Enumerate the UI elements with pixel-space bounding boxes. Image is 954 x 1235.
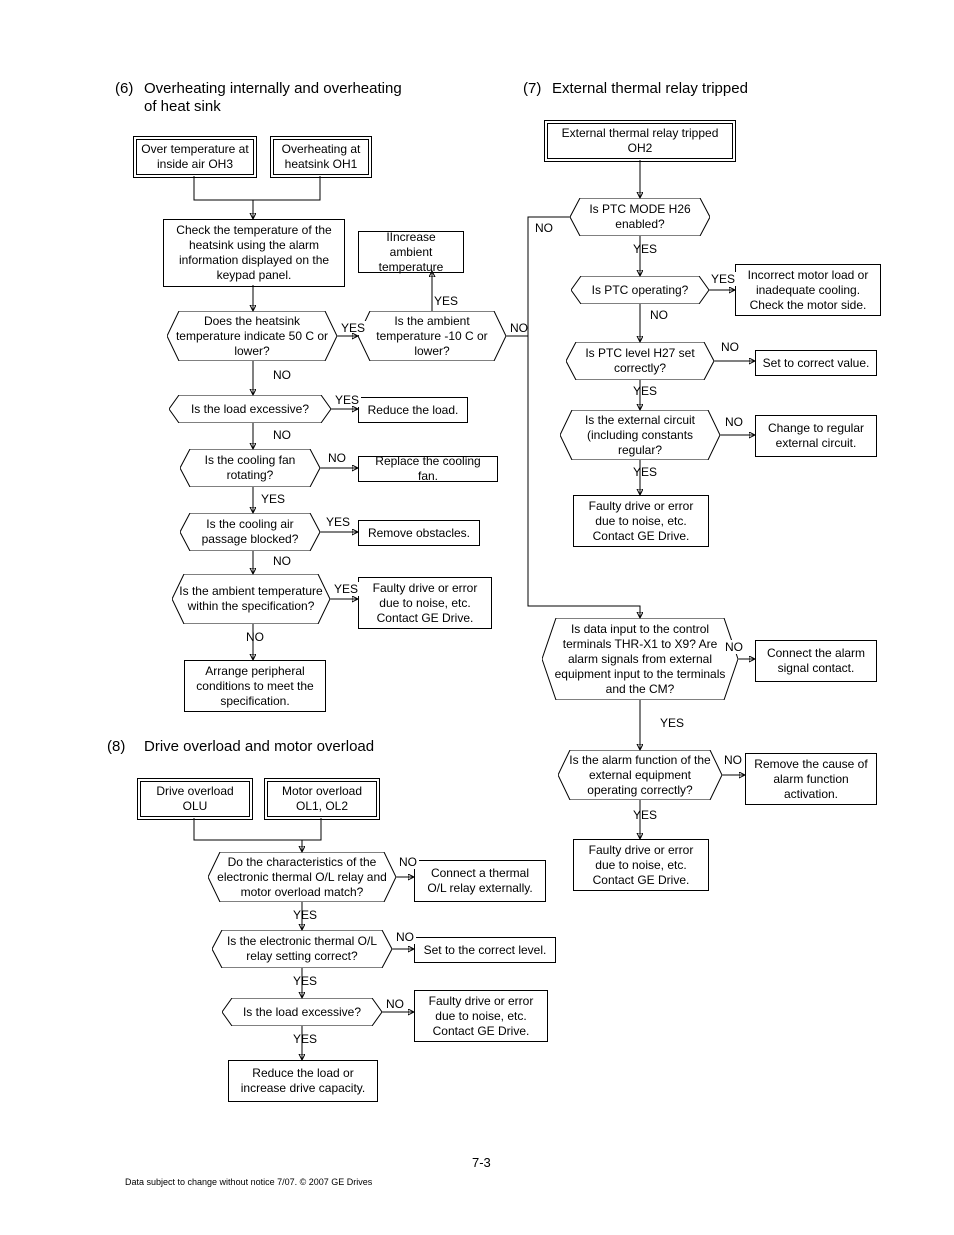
- page: (6) Overheating internally and overheati…: [0, 0, 954, 1235]
- h6-line1: Overheating internally and overheating: [144, 80, 402, 97]
- label-yes: YES: [432, 294, 460, 308]
- dec-cooling-fan: Is the cooling fan rotating?: [180, 449, 320, 487]
- label-yes: YES: [291, 974, 319, 988]
- label-no: NO: [271, 554, 293, 568]
- dec-load-excessive-8: Is the load excessive?: [222, 998, 382, 1026]
- label-no: NO: [394, 930, 416, 944]
- label-yes: YES: [324, 515, 352, 529]
- dec-alarm-function: Is the alarm function of the external eq…: [558, 750, 722, 800]
- proc-arrange-peripheral: Arrange peripheral conditions to meet th…: [184, 660, 326, 712]
- start-ol1-ol2: Motor overload OL1, OL2: [264, 778, 380, 820]
- dec-air-blocked: Is the cooling air passage blocked?: [180, 513, 320, 551]
- proc-reduce-or-increase: Reduce the load or increase drive capaci…: [228, 1060, 378, 1102]
- dec-ol-setting: Is the electronic thermal O/L relay sett…: [212, 930, 392, 968]
- dec-ambient-neg10: Is the ambient temperature -10 C or lowe…: [358, 311, 506, 361]
- h6-num: (6): [115, 80, 133, 97]
- start-oh1: Overheating at heatsink OH1: [270, 136, 372, 178]
- start-olu: Drive overload OLU: [137, 778, 253, 820]
- proc-replace-fan: Replace the cooling fan.: [358, 456, 498, 482]
- dec-ambient-spec: Is the ambient temperature within the sp…: [172, 574, 330, 624]
- label-no: NO: [397, 855, 419, 869]
- page-number: 7-3: [472, 1155, 491, 1170]
- proc-remove-obstacles: Remove obstacles.: [358, 520, 480, 546]
- proc-fault-8: Faulty drive or error due to noise, etc.…: [414, 990, 548, 1042]
- label-yes: YES: [709, 272, 737, 286]
- label-no: NO: [271, 428, 293, 442]
- dec-h27-correct: Is PTC level H27 set correctly?: [566, 342, 714, 380]
- label-no: NO: [719, 340, 741, 354]
- label-yes: YES: [631, 242, 659, 256]
- proc-incorrect-motor: Incorrect motor load or inadequate cooli…: [735, 264, 881, 316]
- proc-set-correct-value: Set to correct value.: [755, 350, 877, 376]
- proc-fault-7a: Faulty drive or error due to noise, etc.…: [573, 495, 709, 547]
- label-yes: YES: [291, 908, 319, 922]
- label-yes: YES: [631, 808, 659, 822]
- label-no: NO: [271, 368, 293, 382]
- label-no: NO: [648, 308, 670, 322]
- label-no: NO: [533, 221, 555, 235]
- h7-num: (7): [523, 80, 541, 97]
- label-yes: YES: [333, 393, 361, 407]
- footer-text: Data subject to change without notice 7/…: [125, 1177, 372, 1187]
- label-yes: YES: [332, 582, 360, 596]
- label-no: NO: [244, 630, 266, 644]
- label-yes: YES: [631, 465, 659, 479]
- dec-ol-characteristics: Do the characteristics of the electronic…: [208, 852, 396, 902]
- h6-line2: of heat sink: [144, 98, 221, 115]
- dec-ptc-h26: Is PTC MODE H26 enabled?: [570, 198, 710, 236]
- start-oh3: Over temperature at inside air OH3: [133, 136, 257, 178]
- h7-line1: External thermal relay tripped: [552, 80, 748, 97]
- dec-thr-x1-x9: Is data input to the control terminals T…: [542, 618, 738, 700]
- label-no: NO: [384, 997, 406, 1011]
- label-yes: YES: [259, 492, 287, 506]
- proc-reduce-load: Reduce the load.: [358, 397, 468, 423]
- dec-heatsink-50c: Does the heatsink temperature indicate 5…: [167, 311, 337, 361]
- dec-external-circuit: Is the external circuit (including const…: [560, 410, 720, 460]
- dec-load-excessive: Is the load excessive?: [169, 395, 331, 423]
- proc-fault-7b: Faulty drive or error due to noise, etc.…: [573, 839, 709, 891]
- label-yes: YES: [658, 716, 686, 730]
- proc-change-regular: Change to regular external circuit.: [755, 415, 877, 457]
- label-no: NO: [722, 753, 744, 767]
- proc-connect-relay: Connect a thermal O/L relay externally.: [414, 860, 546, 902]
- label-yes: YES: [631, 384, 659, 398]
- label-no: NO: [326, 451, 348, 465]
- proc-remove-cause: Remove the cause of alarm function activ…: [745, 753, 877, 805]
- dec-ptc-operating: Is PTC operating?: [571, 276, 709, 304]
- label-yes: YES: [291, 1032, 319, 1046]
- label-no: NO: [508, 321, 530, 335]
- proc-check-heatsink: Check the temperature of the heatsink us…: [163, 219, 345, 287]
- h8-line1: Drive overload and motor overload: [144, 738, 374, 755]
- proc-increase-ambient: IIncrease ambient temperature: [358, 231, 464, 273]
- h8-num: (8): [107, 738, 125, 755]
- proc-set-level: Set to the correct level.: [414, 937, 556, 963]
- proc-fault-6: Faulty drive or error due to noise, etc.…: [358, 577, 492, 629]
- proc-connect-alarm: Connect the alarm signal contact.: [755, 640, 877, 682]
- label-no: NO: [723, 415, 745, 429]
- start-oh2: External thermal relay tripped OH2: [544, 120, 736, 162]
